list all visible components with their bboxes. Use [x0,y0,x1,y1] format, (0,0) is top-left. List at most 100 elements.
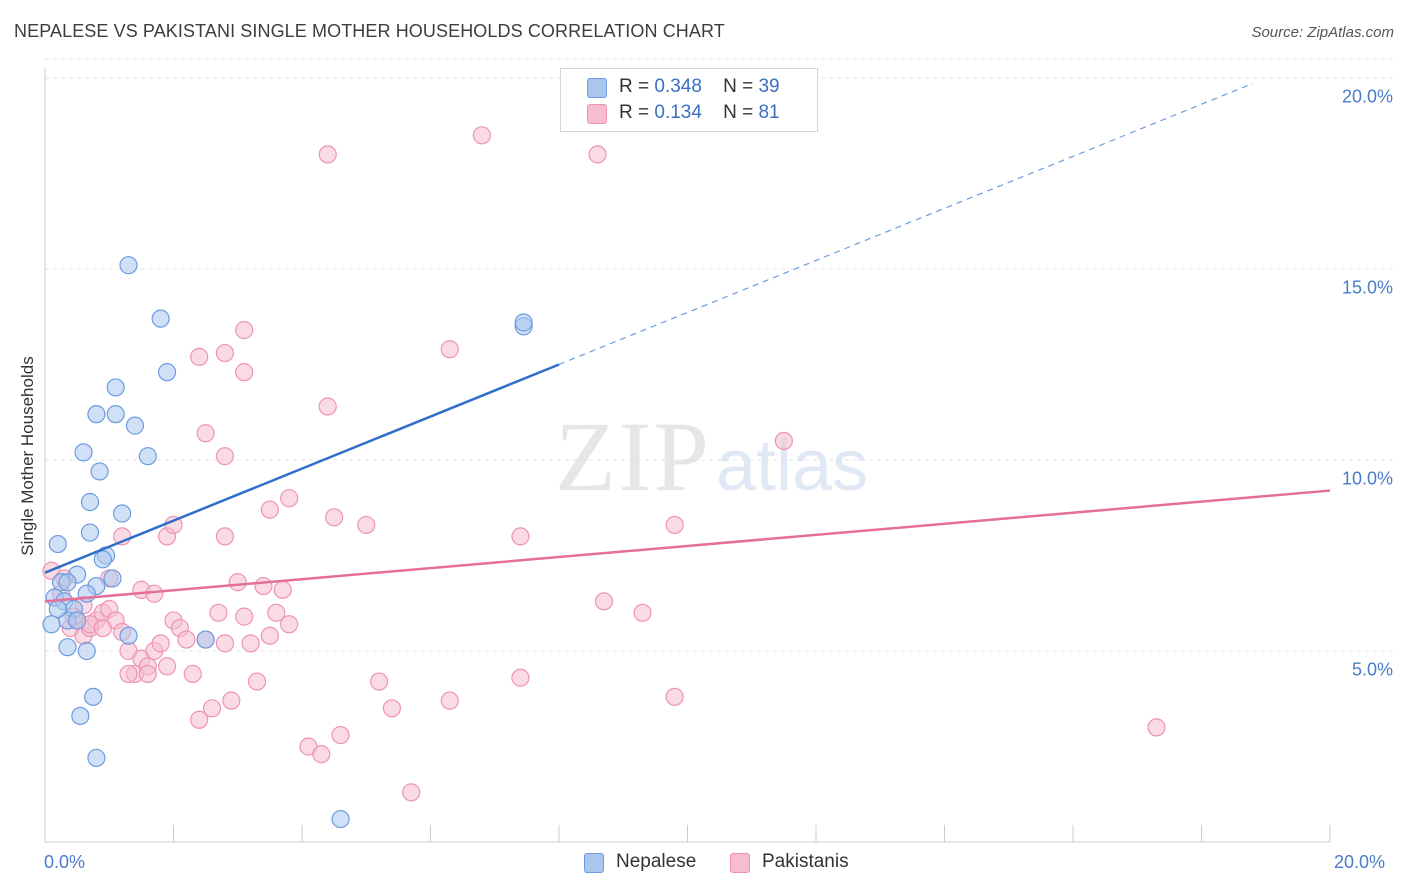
pakistanis-point [145,584,164,603]
nepalese-point [80,492,100,512]
pakistanis-point [472,126,491,145]
legend-r-value: 0.348 [654,76,702,97]
nepalese-point [77,641,96,661]
nepalese-points [42,256,533,829]
pakistanis-point [235,363,254,382]
bottom-legend-label: Nepalese [616,851,697,872]
pakistanis-point [402,783,421,802]
y-tick-label: 20.0% [1341,86,1393,107]
pakistanis-point [633,603,652,622]
nepalese-point [42,615,61,634]
axes [44,68,1331,843]
nepalese-point [106,378,125,397]
pakistanis-point [190,347,209,366]
pakistanis-point [209,603,228,622]
pakistanis-point [157,657,177,676]
legend-swatch-nepalese [587,78,607,98]
nepalese-point [514,313,533,332]
pakistanis-point [1147,718,1166,737]
pakistanis-point [190,710,209,729]
bottom-legend-swatch-pakistanis [730,853,750,873]
nepalese-point [58,638,77,657]
pakistanis-point [280,489,299,508]
y-tick-label: 10.0% [1341,468,1393,489]
x-tick-label-max: 20.0% [1334,852,1386,872]
pakistanis-point [93,618,112,638]
pakistanis-point [235,321,254,340]
nepalese-trendline-extension [558,82,1254,366]
pakistanis-point [280,615,299,634]
legend-r-value: 0.134 [654,102,702,123]
trend-lines [44,82,1331,603]
pakistanis-point [119,664,138,684]
nepalese-point [138,447,157,466]
pakistanis-point [273,580,292,599]
x-tick-label-min: 0.0% [44,852,86,872]
pakistanis-point [588,145,607,164]
pakistanis-point [774,431,793,450]
pakistanis-point [222,691,241,710]
nepalese-point [112,504,132,523]
pakistanis-point [440,340,459,359]
nepalese-point [106,405,125,424]
nepalese-point [87,405,106,424]
watermark-zip: ZIP [555,401,711,512]
nepalese-point [71,706,90,726]
pakistanis-point [440,691,459,710]
legend-n-value: 81 [758,102,780,123]
pakistanis-point [325,508,344,527]
pakistanis-point [267,603,286,622]
nepalese-point [93,550,112,569]
nepalese-point [196,630,215,649]
nepalese-trendline [44,363,560,574]
nepalese-point [331,809,350,829]
pakistanis-point [151,634,170,653]
y-tick-label: 15.0% [1341,277,1393,298]
correlation-legend: R = 0.348 N = 39 R = 0.134 N = 81 [560,68,818,132]
pakistanis-point [215,634,234,653]
nepalese-point [90,462,109,481]
pakistanis-point [215,447,234,466]
legend-n-value: 39 [758,76,780,97]
pakistanis-point [235,607,254,626]
pakistanis-point [138,664,157,684]
pakistanis-point [370,672,389,691]
nepalese-point [74,443,93,462]
nepalese-point [68,611,87,630]
pakistanis-point [247,672,267,691]
pakistanis-point [254,576,273,596]
pakistanis-point [183,664,202,684]
nepalese-point [87,748,106,768]
legend-swatch-pakistanis [587,104,607,124]
pakistanis-point [665,515,684,535]
legend-n-label: N = [723,76,754,97]
pakistanis-point [241,634,260,653]
pakistanis-point [331,725,350,745]
nepalese-point [48,534,67,554]
pakistanis-point [511,668,530,687]
nepalese-point [84,687,103,706]
pakistanis-point [215,527,234,546]
nepalese-point [103,569,122,588]
pakistanis-point [202,699,222,718]
y-axis-label: Single Mother Households [18,356,37,556]
pakistanis-point [260,626,279,645]
nepalese-point [48,599,67,619]
y-tick-label: 5.0% [1351,659,1393,680]
nepalese-point [80,523,100,542]
pakistanis-point [215,343,234,363]
pakistanis-trendline [44,489,1331,603]
nepalese-point [77,584,96,603]
pakistanis-point [665,687,684,706]
nepalese-point [157,363,177,382]
pakistanis-point [228,573,247,592]
pakistanis-point [177,630,196,649]
chart-title: NEPALESE VS PAKISTANI SINGLE MOTHER HOUS… [14,21,725,41]
pakistanis-point [594,592,614,611]
legend-n-label: N = [723,102,754,123]
pakistanis-point [196,424,215,443]
pakistanis-point [511,527,530,546]
nepalese-point [125,416,145,435]
pakistanis-point [318,145,337,164]
